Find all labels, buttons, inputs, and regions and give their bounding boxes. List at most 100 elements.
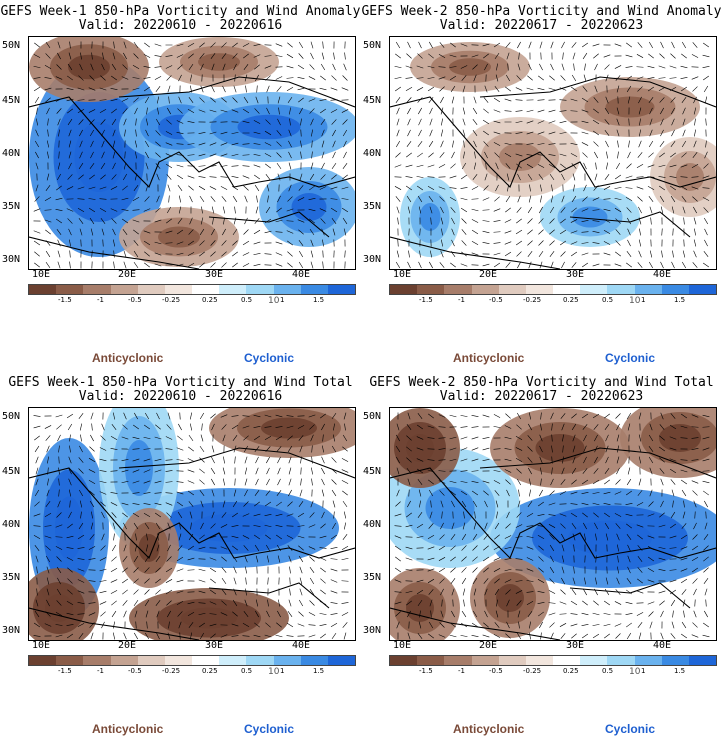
legend-color-box — [580, 656, 608, 665]
lon-label: 40E — [653, 640, 672, 651]
legend-color-box — [444, 656, 472, 665]
legend-color-box — [390, 285, 418, 294]
color-legend-bar — [28, 655, 356, 666]
lon-label: 10E — [32, 640, 51, 651]
panel-valid-dates: Valid: 20220610 - 20220616 — [78, 389, 283, 404]
lon-label: 10E — [32, 269, 51, 280]
coastline — [390, 447, 716, 640]
anticyclonic-label: Anticyclonic — [92, 722, 164, 736]
legend-label: 0.25 — [563, 667, 579, 675]
legend-color-box — [83, 656, 111, 665]
legend-label: -1 — [97, 296, 104, 304]
legend-label: -1 — [97, 667, 104, 675]
lon-label: 10E — [393, 640, 412, 651]
legend-label: 0.25 — [563, 296, 579, 304]
lon-label: 30E — [205, 640, 224, 651]
lon-label: 20E — [118, 269, 137, 280]
legend-color-box — [83, 285, 111, 294]
lat-label: 35N — [363, 201, 382, 212]
lon-label: 30E — [566, 640, 585, 651]
legend-color-box — [634, 285, 662, 294]
lat-label: 50N — [2, 40, 21, 51]
color-legend-bar — [389, 284, 717, 295]
coastline — [390, 76, 716, 269]
vorticity-field — [400, 42, 716, 257]
legend-label: -0.25 — [523, 667, 542, 675]
wind-vectors — [33, 412, 349, 640]
legend-color-box — [29, 285, 57, 294]
legend-label: 1.5 — [313, 296, 325, 304]
legend-color-box — [688, 285, 717, 294]
legend-label: -0.25 — [162, 296, 181, 304]
lon-label: 20E — [479, 269, 498, 280]
panel-title: GEFS Week-2 850-hPa Vorticity and Wind A… — [361, 4, 722, 19]
legend-color-box — [634, 656, 662, 665]
legend-label: -1.5 — [58, 296, 72, 304]
lat-label: 30N — [2, 254, 21, 265]
panel-week1-total: GEFS Week-1 850-hPa Vorticity and Wind T… — [0, 371, 361, 742]
legend-scale: 10 — [268, 667, 280, 677]
legend-color-box — [246, 656, 274, 665]
legend-color-box — [29, 656, 57, 665]
legend-color-box — [219, 656, 247, 665]
panel-title: GEFS Week-1 850-hPa Vorticity and Wind T… — [8, 375, 353, 390]
lat-label: 35N — [363, 572, 382, 583]
legend-color-box — [417, 656, 445, 665]
lat-label: 30N — [363, 625, 382, 636]
legend-color-box — [192, 656, 220, 665]
legend-color-box — [417, 285, 445, 294]
vorticity-field — [29, 408, 355, 640]
legend-scale: 10 — [268, 296, 280, 306]
legend-label: 0.25 — [202, 667, 218, 675]
legend-label: 1.5 — [674, 296, 686, 304]
legend-label: -0.5 — [128, 296, 142, 304]
lat-label: 30N — [2, 625, 21, 636]
legend-color-box — [661, 656, 689, 665]
legend-color-box — [525, 656, 554, 665]
legend-label: 0.5 — [602, 296, 614, 304]
legend-label: -1.5 — [419, 296, 433, 304]
legend-color-box — [137, 285, 165, 294]
legend-color-box — [110, 656, 138, 665]
panel-valid-dates: Valid: 20220617 - 20220623 — [439, 18, 644, 33]
legend-color-box — [553, 285, 581, 294]
legend-color-box — [219, 285, 247, 294]
vorticity-map — [389, 36, 717, 270]
lon-label: 10E — [393, 269, 412, 280]
legend-label: -0.5 — [489, 667, 503, 675]
legend-label: 1 — [280, 296, 285, 304]
legend-label: -0.5 — [128, 667, 142, 675]
anticyclonic-label: Anticyclonic — [453, 351, 525, 365]
legend-color-box — [300, 656, 328, 665]
legend-label: 1.5 — [674, 667, 686, 675]
coastline — [29, 76, 355, 269]
legend-color-box — [661, 285, 689, 294]
legend-scale: 10 — [629, 296, 641, 306]
legend-color-box — [498, 656, 526, 665]
legend-color-box — [327, 656, 356, 665]
panel-week2-total: GEFS Week-2 850-hPa Vorticity and Wind T… — [361, 371, 722, 742]
panel-week2-anomaly: GEFS Week-2 850-hPa Vorticity and Wind A… — [361, 0, 722, 371]
legend-label: -1 — [458, 296, 465, 304]
lat-label: 45N — [2, 95, 21, 106]
lat-label: 50N — [363, 411, 382, 422]
legend-label: 0.5 — [241, 667, 253, 675]
wind-vectors — [394, 412, 710, 640]
legend-label: 0.5 — [241, 296, 253, 304]
legend-label: 1 — [641, 667, 646, 675]
lat-label: 35N — [2, 572, 21, 583]
cyclonic-label: Cyclonic — [605, 351, 656, 365]
panel-title: GEFS Week-1 850-hPa Vorticity and Wind A… — [0, 4, 361, 19]
lat-label: 35N — [2, 201, 21, 212]
legend-label: 1.5 — [313, 667, 325, 675]
vorticity-field — [390, 408, 716, 640]
wind-vectors — [394, 41, 710, 269]
cyclonic-label: Cyclonic — [605, 722, 656, 736]
lat-label: 45N — [363, 466, 382, 477]
legend-color-box — [137, 656, 165, 665]
legend-color-box — [607, 285, 635, 294]
legend-color-box — [246, 285, 274, 294]
legend-label: 0.25 — [202, 296, 218, 304]
legend-label: 1 — [280, 667, 285, 675]
panel-title: GEFS Week-2 850-hPa Vorticity and Wind T… — [369, 375, 714, 390]
